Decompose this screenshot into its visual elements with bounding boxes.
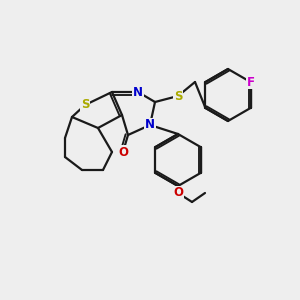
Text: O: O [173, 187, 183, 200]
Text: N: N [145, 118, 155, 131]
Text: S: S [81, 98, 89, 112]
Text: O: O [118, 146, 128, 158]
Text: N: N [133, 85, 143, 98]
Text: S: S [174, 89, 182, 103]
Text: F: F [247, 76, 254, 88]
